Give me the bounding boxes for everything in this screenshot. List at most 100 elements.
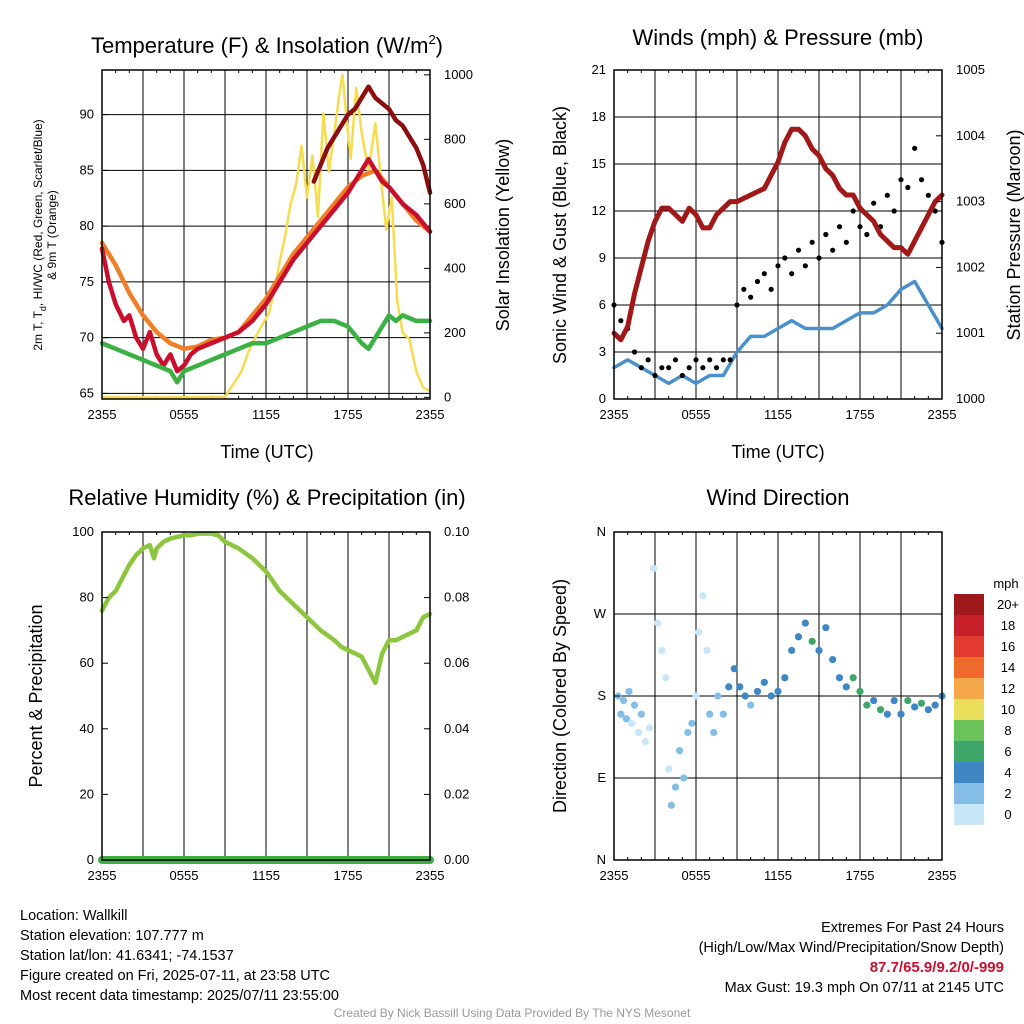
gust-point — [891, 208, 897, 214]
y-tick-label: 20 — [80, 786, 94, 801]
gust-point — [761, 271, 767, 277]
extremes-values: 87.7/65.9/9.2/0/-999 — [869, 959, 1004, 976]
gust-point — [748, 294, 754, 300]
direction-point — [835, 674, 844, 682]
location-text: Location: Wallkill — [20, 908, 128, 924]
extremes-subheading: (High/Low/Max Wind/Precipitation/Snow De… — [698, 940, 1004, 956]
y2-tick-label: 1000 — [956, 391, 985, 406]
y-tick-label: 12 — [592, 203, 606, 218]
x-tick-label: 0555 — [682, 407, 711, 422]
legend-swatch — [954, 699, 984, 720]
x-tick-label: 1755 — [334, 407, 363, 422]
legend-swatch — [954, 657, 984, 678]
gust-point — [679, 372, 685, 379]
direction-point — [767, 692, 775, 700]
direction-point — [619, 696, 628, 705]
extremes-info: Extremes For Past 24 Hours (High/Low/Max… — [699, 918, 1004, 998]
y-tick-label: 85 — [80, 162, 94, 177]
series-relative-humidity — [99, 531, 433, 686]
temperature-panel: 2355 0555 1155 1755 2355 65 70 75 80 85 90 0 200 400 6… — [80, 67, 473, 422]
wind-direction-left-axis-label: Direction (Colored By Speed) — [550, 579, 570, 813]
direction-point — [801, 619, 809, 627]
y2-tick-label: 0.10 — [444, 524, 469, 539]
y-tick-label: 40 — [80, 721, 94, 736]
x-tick-label: 1155 — [252, 407, 280, 422]
direction-point — [622, 715, 630, 723]
x-tick-label: 2355 — [416, 868, 445, 883]
direction-point — [688, 719, 696, 727]
direction-point — [641, 737, 650, 746]
y2-tick-label: 1004 — [956, 128, 985, 143]
direction-point — [680, 774, 688, 782]
direction-point — [863, 701, 871, 709]
direction-point — [747, 701, 755, 709]
gust-point — [686, 365, 692, 371]
gust-point — [925, 192, 931, 198]
legend-swatch — [954, 678, 984, 699]
legend-label: 6 — [1004, 744, 1011, 759]
y2-tick-label: 1003 — [956, 194, 985, 209]
svg-text:2m T, Td, HI/WC (Red, Green, S: 2m T, Td, HI/WC (Red, Green, Scarlet/Blu… — [31, 119, 48, 350]
y-tick-label: 0 — [87, 852, 94, 867]
direction-point — [924, 706, 932, 714]
legend-label: 10 — [1001, 702, 1015, 717]
direction-point — [794, 633, 803, 641]
gust-point — [802, 263, 808, 269]
legend-label: 20+ — [997, 597, 1019, 612]
direction-point — [730, 665, 738, 673]
y-tick-label: 9 — [599, 250, 606, 265]
winds-title: Winds (mph) & Pressure (mb) — [633, 25, 924, 50]
gust-point — [666, 365, 672, 371]
temperature-right-axis-label: Solar Insolation (Yellow) — [493, 139, 513, 331]
direction-point — [725, 683, 733, 691]
gust-point — [871, 200, 877, 206]
legend-swatch — [954, 615, 984, 636]
y-tick-label: 80 — [80, 590, 94, 605]
y2-tick-label: 200 — [444, 325, 466, 340]
y2-tick-label: 0.06 — [444, 655, 469, 670]
created-text: Figure created on Fri, 2025-07-11, at 23… — [20, 968, 331, 984]
series-station-pressure — [611, 126, 945, 343]
gust-point — [884, 192, 890, 198]
gust-point — [932, 208, 938, 214]
wind-speed-legend: 20+ 18 16 14 12 10 8 6 4 2 0 — [954, 594, 1019, 825]
gust-point — [836, 224, 843, 230]
direction-point — [676, 747, 684, 755]
y2-tick-label: 0 — [444, 389, 451, 404]
gust-point — [645, 357, 651, 363]
x-tick-label: 0555 — [170, 868, 199, 883]
gust-point — [707, 357, 713, 363]
y-tick-label: 21 — [592, 62, 606, 77]
legend-label: 16 — [1001, 639, 1015, 654]
x-tick-label: 0555 — [170, 407, 199, 422]
gust-point — [789, 271, 795, 277]
legend-swatch — [954, 636, 984, 657]
y2-tick-label: 1000 — [444, 67, 473, 82]
direction-point — [671, 783, 680, 791]
gust-point — [741, 286, 747, 292]
series-solar-insolation — [100, 73, 432, 399]
y2-tick-label: 800 — [444, 131, 466, 146]
gust-point — [816, 255, 822, 261]
gust-point — [713, 365, 720, 371]
y2-tick-label: 1002 — [956, 259, 985, 274]
plot-border — [101, 531, 431, 861]
y-tick-label: W — [594, 606, 607, 621]
x-tick-label: 2355 — [600, 868, 629, 883]
direction-point — [645, 724, 654, 732]
direction-point — [650, 564, 658, 573]
gust-point — [912, 145, 918, 151]
temperature-left-axis-label: 2m T, Td, HI/WC (Red, Green, Scarlet/Blu… — [31, 119, 59, 350]
legend-swatch — [954, 783, 984, 804]
latlon-text: Station lat/lon: 41.6341; -74.1537 — [20, 948, 234, 964]
direction-point — [719, 710, 727, 718]
direction-point — [760, 678, 768, 686]
legend-label: 18 — [1001, 618, 1015, 633]
direction-point — [774, 687, 782, 696]
winds-x-axis-label: Time (UTC) — [731, 442, 824, 462]
direction-point — [917, 699, 926, 707]
direction-point — [706, 710, 714, 718]
direction-point — [667, 801, 676, 809]
gust-point — [700, 365, 706, 371]
y-tick-label: 75 — [80, 274, 94, 289]
